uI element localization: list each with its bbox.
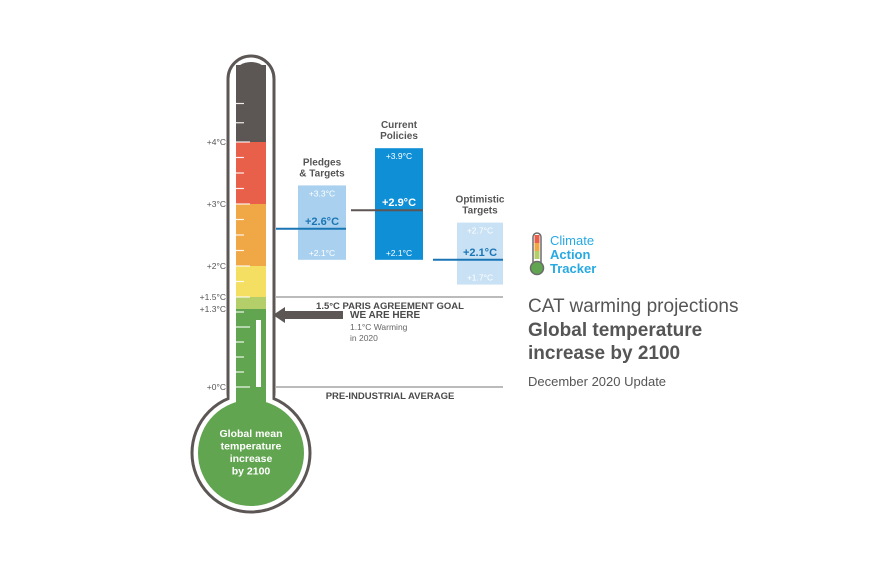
low-label: +2.1°C bbox=[309, 248, 335, 258]
series-name: Pledges bbox=[303, 157, 342, 168]
title-block: CAT warming projections Global temperatu… bbox=[528, 295, 738, 389]
projection-bar bbox=[298, 185, 346, 260]
headline-line-2: increase by 2100 bbox=[528, 343, 681, 364]
tick-label: +3°C bbox=[207, 199, 226, 209]
high-label: +3.3°C bbox=[309, 188, 335, 198]
scale-band-cap bbox=[236, 62, 266, 82]
projection-bar bbox=[457, 222, 503, 285]
bulb-label-line: increase bbox=[230, 453, 273, 465]
series-name: & Targets bbox=[299, 168, 345, 179]
projection-bars: +3.3°C +2.6°C +2.1°C Pledges& Targets +3.9°C… bbox=[276, 120, 505, 285]
series-name: Optimistic bbox=[456, 195, 505, 206]
tick-label: +2°C bbox=[207, 261, 226, 271]
tick-group: +4°C +3°C +2°C +1.5°C +1.3°C +0°C bbox=[200, 137, 226, 392]
logo-text: Climate Action Tracker bbox=[550, 234, 596, 276]
title: CAT warming projections bbox=[528, 296, 739, 317]
logo-line-1: Climate bbox=[550, 233, 595, 248]
headline-line-1: Global temperature bbox=[528, 320, 703, 341]
reference-lines: 1.5°C PARIS AGREEMENT GOAL PRE-INDUSTRIAL… bbox=[276, 296, 503, 402]
projection-bar bbox=[375, 148, 423, 260]
annotation-line: in 2020 bbox=[350, 333, 378, 343]
subtitle: December 2020 Update bbox=[528, 374, 667, 389]
logo-line-2: Action bbox=[550, 247, 591, 262]
bulb-fill bbox=[198, 400, 304, 506]
mid-label: +2.6°C bbox=[305, 216, 339, 228]
scale-band bbox=[236, 309, 266, 387]
tick-label: +1.5°C bbox=[200, 292, 226, 302]
mid-label: +2.9°C bbox=[382, 197, 416, 209]
mercury-level bbox=[256, 320, 261, 387]
tick-label: +4°C bbox=[207, 137, 226, 147]
tick-label: +1.3°C bbox=[200, 304, 226, 314]
tick-label: +0°C bbox=[207, 382, 226, 392]
pointer-arrow bbox=[273, 307, 343, 323]
low-label: +2.1°C bbox=[386, 248, 412, 258]
bulb-label-line: by 2100 bbox=[232, 466, 271, 478]
low-label: +1.7°C bbox=[467, 273, 493, 283]
reference-line-label: PRE-INDUSTRIAL AVERAGE bbox=[326, 391, 455, 402]
series-name: Targets bbox=[462, 206, 498, 217]
scale-band bbox=[236, 297, 266, 309]
reference-line-label: 1.5°C PARIS AGREEMENT GOAL bbox=[316, 301, 464, 312]
series-name: Current bbox=[381, 120, 418, 131]
high-label: +2.7°C bbox=[467, 226, 493, 236]
annotation-line: 1.1°C Warming bbox=[350, 322, 408, 332]
mid-label: +2.1°C bbox=[463, 247, 497, 259]
logo-line-3: Tracker bbox=[550, 261, 597, 276]
annotation-title: WE ARE HERE bbox=[350, 310, 421, 321]
bulb-label-line: temperature bbox=[221, 441, 282, 453]
high-label: +3.9°C bbox=[386, 151, 412, 161]
graduation-marks bbox=[236, 102, 250, 388]
thermometer-logo-icon bbox=[529, 232, 545, 276]
cat-logo: Climate Action Tracker bbox=[528, 232, 596, 281]
bulb-label-line: Global mean bbox=[219, 428, 282, 440]
series-name: Policies bbox=[380, 131, 418, 142]
